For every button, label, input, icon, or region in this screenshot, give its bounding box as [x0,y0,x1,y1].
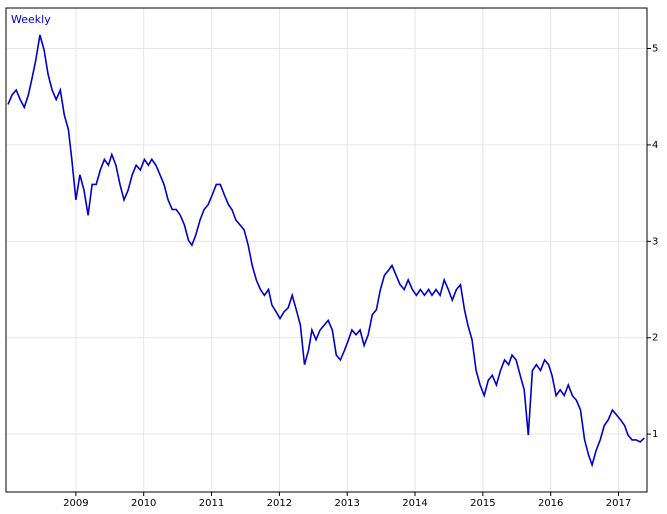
x-tick-label: 2017 [606,498,631,509]
y-tick-label: 5 [652,43,658,54]
y-tick-label: 1 [652,429,658,440]
x-tick-label: 2015 [470,498,495,509]
x-tick-label: 2014 [402,498,427,509]
x-tick-label: 2010 [131,498,156,509]
y-tick-label: 2 [652,333,658,344]
x-tick-label: 2009 [63,498,88,509]
x-tick-label: 2013 [334,498,359,509]
x-tick-label: 2011 [199,498,224,509]
plot-area [5,7,648,493]
y-tick-label: 4 [652,140,658,151]
x-tick-label: 2016 [538,498,563,509]
legend-label: Weekly [11,13,51,26]
data-line [7,34,645,468]
y-tick-label: 3 [652,236,658,247]
x-tick-label: 2012 [267,498,292,509]
